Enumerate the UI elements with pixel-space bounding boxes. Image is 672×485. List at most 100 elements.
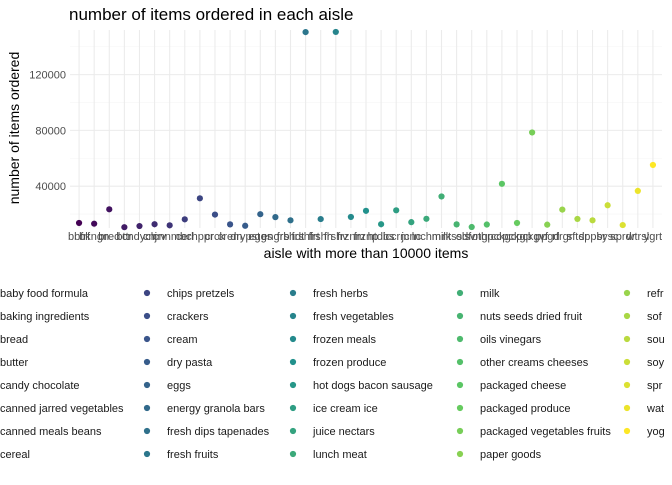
x-tick-label-bttr: bttr: [116, 231, 132, 243]
y-tick-label: 80000: [35, 125, 66, 137]
chart-title: number of items ordered in each aisle: [69, 5, 353, 24]
point-cndych: [136, 222, 143, 230]
legend-label: refr: [647, 288, 664, 300]
legend-label: juice nectars: [312, 426, 375, 438]
legend-label: milk: [480, 288, 500, 300]
legend-label: sof: [647, 311, 663, 323]
legend-label: canned jarred vegetables: [0, 403, 124, 415]
legend-item: lunch meat: [289, 449, 367, 461]
legend-label: packaged cheese: [480, 380, 566, 392]
legend-label: eggs: [167, 380, 191, 392]
point-ntssdf: [453, 221, 460, 228]
point-pckgvf: [529, 129, 536, 136]
legend-item: refr: [623, 288, 664, 300]
x-tick-label-lnchm: lnchm: [412, 231, 441, 243]
legend-item: packaged produce: [456, 403, 571, 415]
legend-swatch: [456, 312, 464, 320]
y-axis-ticks: 40000 80000 120000: [29, 70, 66, 194]
x-tick-label-frshfrt: frshfrt: [292, 231, 320, 243]
legend-swatch: [456, 450, 464, 458]
point-bbfrf: [75, 219, 83, 227]
legend-item: canned meals beans: [0, 426, 102, 438]
legend-label: wat: [646, 403, 664, 415]
legend-item: yog: [623, 426, 665, 438]
legend-swatch: [623, 427, 631, 435]
legend-item: fresh herbs: [289, 288, 369, 300]
point-othrcc: [483, 221, 490, 228]
legend-item: fresh dips tapenades: [143, 426, 270, 438]
x-tick-label-iccrm: iccrm: [383, 231, 409, 243]
data-points: [75, 28, 657, 231]
legend-label: other creams cheeses: [480, 357, 589, 369]
legend-label: lunch meat: [313, 449, 367, 461]
legend-item: frozen produce: [289, 357, 386, 369]
x-tick-label-engrb: engrb: [261, 231, 289, 243]
legend-swatch: [456, 335, 464, 343]
legend-swatch: [623, 289, 631, 297]
x-tick-label-sprdr: sprdr: [610, 231, 635, 243]
legend-swatch: [143, 381, 151, 389]
x-tick-label-ntssdf: ntssdf: [442, 231, 472, 243]
x-tick-label-pckgp: pckgp: [502, 231, 531, 243]
legend-swatch: [623, 404, 631, 412]
point-sysc: [604, 202, 611, 209]
plot-grid: [70, 30, 662, 228]
x-tick-label-bkngn: bkngn: [79, 231, 109, 243]
legend-swatch: [289, 312, 297, 320]
x-tick-label-ppgd: ppgd: [535, 231, 559, 243]
legend-swatch: [623, 381, 631, 389]
x-tick-label-cnnmb: cnnmb: [153, 231, 186, 243]
legend-swatch: [289, 358, 297, 366]
x-tick-label-frznm: frznm: [337, 231, 365, 243]
x-tick-label-cerl: cerl: [176, 231, 194, 243]
point-jcnc: [408, 219, 415, 226]
point-sftdr: [574, 215, 581, 223]
legend-swatch: [143, 450, 151, 458]
legend-item: energy granola bars: [143, 403, 265, 415]
legend-item: cereal: [0, 449, 30, 461]
legend-item: fresh vegetables: [289, 311, 394, 323]
legend-item: candy chocolate: [0, 380, 80, 392]
legend-label: paper goods: [480, 449, 542, 461]
legend-item: canned jarred vegetables: [0, 403, 124, 415]
point-bttr: [121, 224, 128, 231]
point-wtrsl: [634, 187, 641, 195]
x-tick-label-othrcc: othrcc: [472, 231, 502, 243]
point-pckgc: [498, 180, 506, 187]
legend: baby food formula baking ingredients bread…: [0, 288, 665, 461]
legend-item: baking ingredients: [0, 311, 90, 323]
legend-swatch: [456, 289, 464, 297]
legend-label: frozen meals: [313, 334, 376, 346]
legend-label: crackers: [167, 311, 209, 323]
x-tick-label-drypst: drypst: [230, 231, 260, 243]
legend-item: sof: [623, 311, 663, 323]
x-tick-label-ygrt: ygrt: [644, 231, 662, 243]
legend-swatch: [143, 289, 151, 297]
legend-item: frozen meals: [289, 334, 376, 346]
point-sppbr: [589, 217, 596, 224]
point-engrb: [272, 214, 279, 221]
legend-swatch: [143, 335, 151, 343]
point-sprdr: [619, 221, 626, 229]
legend-swatch: [289, 381, 297, 389]
legend-swatch: [623, 312, 631, 320]
legend-label: cream: [167, 334, 198, 346]
legend-swatch: [143, 427, 151, 435]
x-tick-label-wtrsl: wtrsl: [626, 231, 650, 243]
point-frshh: [317, 215, 324, 223]
legend-item: paper goods: [456, 449, 542, 461]
legend-item: bread: [0, 334, 28, 346]
legend-item: cream: [143, 334, 198, 346]
point-bred: [106, 206, 113, 213]
x-tick-label-cndych: cndych: [122, 231, 157, 243]
legend-item: fresh fruits: [143, 449, 219, 461]
legend-item: other creams cheeses: [456, 357, 589, 369]
legend-item: baby food formula: [0, 288, 89, 300]
x-tick-label-cnjrv: cnjrv: [143, 231, 167, 243]
legend-swatch: [289, 450, 297, 458]
legend-swatch: [623, 335, 631, 343]
x-tick-label-sysc: sysc: [597, 231, 620, 243]
legend-label: chips pretzels: [167, 288, 235, 300]
legend-item: spr: [623, 380, 663, 392]
legend-label: fresh fruits: [167, 449, 219, 461]
